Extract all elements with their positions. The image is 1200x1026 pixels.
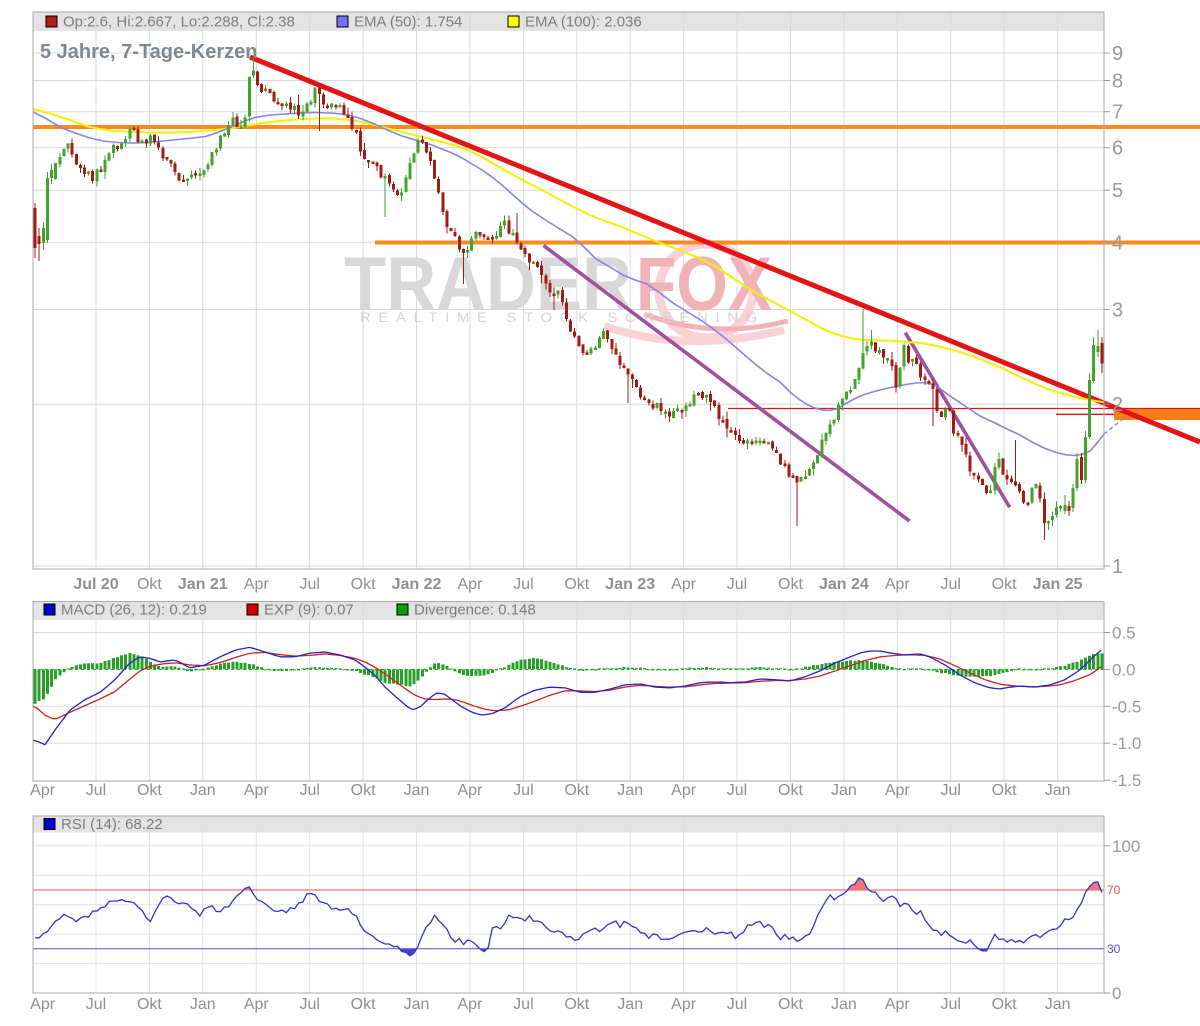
svg-text:Jul: Jul (513, 996, 533, 1013)
svg-text:30: 30 (1107, 942, 1121, 956)
svg-text:0: 0 (1112, 984, 1121, 1003)
svg-text:Apr: Apr (671, 782, 697, 799)
svg-text:Jan: Jan (617, 782, 643, 799)
svg-text:Jan 22: Jan 22 (392, 576, 442, 593)
svg-text:Apr: Apr (244, 996, 270, 1013)
svg-text:Jan 23: Jan 23 (605, 576, 655, 593)
svg-text:Okt: Okt (137, 996, 162, 1013)
svg-text:Apr: Apr (457, 996, 483, 1013)
svg-text:Apr: Apr (244, 576, 270, 593)
svg-text:4: 4 (1112, 232, 1123, 254)
svg-text:Apr: Apr (671, 996, 697, 1013)
svg-text:Okt: Okt (564, 996, 589, 1013)
svg-text:EMA (100): 2.036: EMA (100): 2.036 (525, 14, 642, 31)
svg-text:RSI (14): 68.22: RSI (14): 68.22 (61, 816, 163, 833)
svg-text:Apr: Apr (885, 782, 911, 799)
svg-text:Jul: Jul (940, 576, 960, 593)
svg-text:REALTIME STOCK SCREENING: REALTIME STOCK SCREENING (360, 310, 765, 325)
svg-text:Jan: Jan (190, 782, 216, 799)
svg-text:Jan: Jan (617, 996, 643, 1013)
svg-text:Jan: Jan (1045, 996, 1071, 1013)
svg-text:Apr: Apr (244, 782, 270, 799)
svg-text:Okt: Okt (351, 996, 376, 1013)
svg-text:Jul: Jul (727, 782, 747, 799)
svg-text:Jul: Jul (513, 576, 533, 593)
svg-text:Apr: Apr (885, 996, 911, 1013)
svg-text:2: 2 (1112, 394, 1123, 416)
svg-text:Okt: Okt (564, 576, 589, 593)
svg-text:0.0: 0.0 (1112, 660, 1136, 679)
svg-text:6: 6 (1112, 138, 1123, 160)
svg-text:EXP (9): 0.07: EXP (9): 0.07 (264, 602, 354, 619)
svg-text:5: 5 (1112, 180, 1123, 202)
svg-text:Okt: Okt (992, 576, 1017, 593)
svg-text:7: 7 (1112, 102, 1123, 124)
svg-text:Jul: Jul (727, 576, 747, 593)
svg-text:Jul: Jul (727, 996, 747, 1013)
svg-text:Apr: Apr (457, 576, 483, 593)
svg-text:Jul: Jul (299, 782, 319, 799)
svg-text:3: 3 (1112, 300, 1123, 322)
svg-text:-1.5: -1.5 (1112, 771, 1141, 790)
svg-text:MACD (26, 12): 0.219: MACD (26, 12): 0.219 (61, 602, 207, 619)
svg-text:Jul: Jul (513, 782, 533, 799)
svg-text:Op:2.6, Hi:2.667, Lo:2.288, Cl: Op:2.6, Hi:2.667, Lo:2.288, Cl:2.38 (63, 14, 295, 31)
svg-text:Jul: Jul (940, 782, 960, 799)
svg-text:Apr: Apr (30, 996, 56, 1013)
svg-text:Jan 25: Jan 25 (1033, 576, 1083, 593)
svg-text:5 Jahre, 7-Tage-Kerzen: 5 Jahre, 7-Tage-Kerzen (40, 41, 258, 63)
svg-text:9: 9 (1112, 43, 1123, 65)
svg-text:Jul: Jul (86, 782, 106, 799)
svg-text:Apr: Apr (30, 782, 56, 799)
svg-text:Jul: Jul (299, 996, 319, 1013)
svg-text:Jul: Jul (940, 996, 960, 1013)
svg-text:Okt: Okt (778, 576, 803, 593)
svg-text:Okt: Okt (351, 782, 376, 799)
svg-text:Jul: Jul (299, 576, 319, 593)
svg-text:EMA (50): 1.754: EMA (50): 1.754 (354, 14, 462, 31)
svg-text:Jan: Jan (831, 782, 857, 799)
svg-text:Jan 21: Jan 21 (178, 576, 228, 593)
svg-text:-0.5: -0.5 (1112, 697, 1141, 716)
svg-text:70: 70 (1107, 883, 1121, 897)
svg-text:FOX: FOX (636, 242, 772, 327)
svg-text:8: 8 (1112, 71, 1123, 93)
svg-text:Apr: Apr (885, 576, 911, 593)
svg-text:0.5: 0.5 (1112, 624, 1136, 643)
svg-text:Divergence: 0.148: Divergence: 0.148 (414, 602, 536, 619)
svg-text:Jan: Jan (1045, 782, 1071, 799)
svg-text:Jul 20: Jul 20 (73, 576, 118, 593)
svg-text:Jan: Jan (190, 996, 216, 1013)
svg-text:TRADER: TRADER (344, 242, 632, 327)
svg-text:Okt: Okt (564, 782, 589, 799)
svg-text:Okt: Okt (351, 576, 376, 593)
svg-text:Jan: Jan (404, 782, 430, 799)
svg-text:Okt: Okt (992, 782, 1017, 799)
svg-text:Okt: Okt (137, 576, 162, 593)
svg-text:Okt: Okt (778, 782, 803, 799)
svg-text:Jan: Jan (831, 996, 857, 1013)
svg-text:-1.0: -1.0 (1112, 734, 1141, 753)
svg-text:Okt: Okt (137, 782, 162, 799)
svg-text:Apr: Apr (457, 782, 483, 799)
svg-text:1: 1 (1112, 556, 1123, 578)
svg-text:Okt: Okt (778, 996, 803, 1013)
svg-text:Okt: Okt (992, 996, 1017, 1013)
svg-text:100: 100 (1112, 837, 1140, 856)
svg-text:Jan: Jan (404, 996, 430, 1013)
svg-text:Jul: Jul (86, 996, 106, 1013)
svg-text:Jan 24: Jan 24 (819, 576, 869, 593)
svg-text:Apr: Apr (671, 576, 697, 593)
